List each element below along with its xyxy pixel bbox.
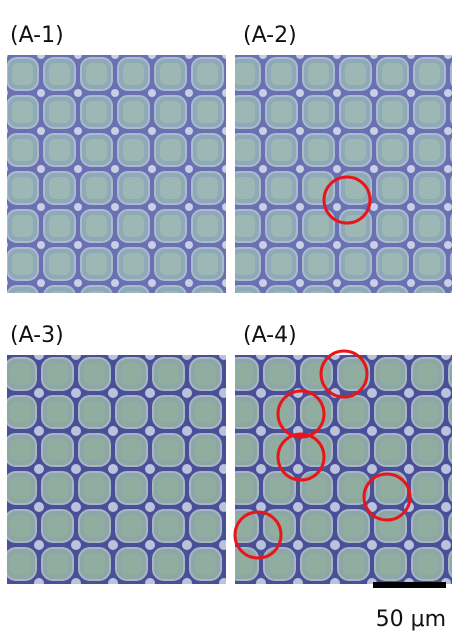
panel-label: (A-3) bbox=[10, 323, 64, 348]
figure: (A-1) (A-2) (A-3) (A-4) 50 μm bbox=[0, 0, 452, 631]
micrograph bbox=[7, 355, 226, 584]
scale-bar bbox=[373, 582, 446, 588]
page: (A-1) (A-2) (A-3) (A-4) 50 μm (() => { c… bbox=[0, 0, 452, 631]
panel-label: (A-2) bbox=[243, 23, 297, 48]
micrograph bbox=[235, 55, 452, 293]
scale-bar-label: 50 μm bbox=[376, 607, 446, 631]
panel-label: (A-1) bbox=[10, 23, 64, 48]
micrograph bbox=[235, 355, 452, 584]
panel-label: (A-4) bbox=[243, 323, 297, 348]
micrograph bbox=[7, 55, 226, 293]
